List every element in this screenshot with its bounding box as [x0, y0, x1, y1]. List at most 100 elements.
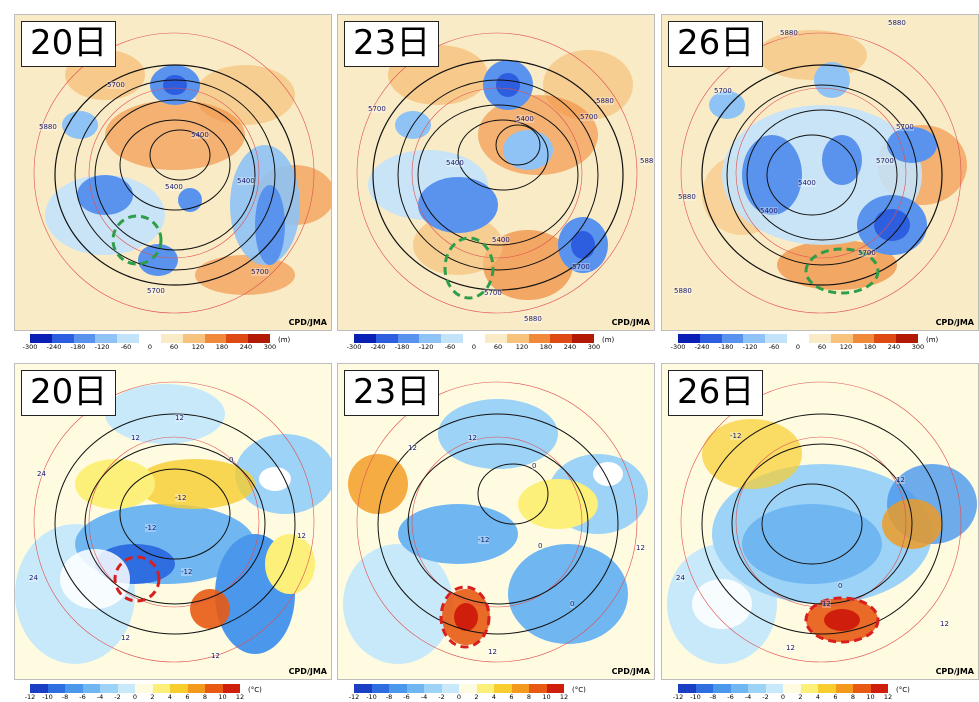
- colorbar-swatch: [73, 334, 96, 343]
- colorbar-swatch: [853, 684, 871, 693]
- contour-label: 0: [538, 542, 543, 550]
- colorbar-swatch: [30, 684, 48, 693]
- temperature-anomaly-field: [338, 364, 654, 679]
- colorbar-tick-label: -2: [438, 693, 445, 701]
- colorbar-swatch: [765, 684, 783, 693]
- colorbar-tick-label: 0: [780, 693, 786, 701]
- contour-label: 5700: [107, 81, 125, 89]
- colorbar-tick-label: -4: [96, 693, 104, 701]
- colorbar-tick-label: -12: [672, 693, 684, 701]
- colorbar-tick-label: -180: [70, 343, 86, 351]
- colorbar-tick-label: 240: [239, 343, 253, 351]
- colorbar-swatch: [160, 334, 183, 343]
- height-anomaly-map-day20: 20日 5700 5880 5400 5400 5400 5700 5700 C…: [14, 14, 332, 331]
- contour-label: 12: [896, 476, 905, 484]
- colorbar-tick-label: -300: [22, 343, 38, 351]
- colorbar-swatch: [511, 684, 529, 693]
- contour-label: 12: [488, 648, 497, 656]
- colorbar-swatch: [506, 334, 529, 343]
- colorbar-tick-label: 0: [456, 693, 462, 701]
- credit: CPD/JMA: [935, 667, 974, 676]
- colorbar-swatch: [713, 684, 731, 693]
- colorbar-swatch: [47, 684, 65, 693]
- contour-label: 12: [786, 644, 795, 652]
- colorbar-swatch: [65, 684, 83, 693]
- contour-label: 5400: [760, 207, 778, 215]
- contour-label: 12: [636, 544, 645, 552]
- colorbar-tick-label: 2: [150, 693, 155, 701]
- colorbar-swatch: [546, 684, 564, 693]
- colorbar-tick-label: 6: [509, 693, 514, 701]
- colorbar-tick-label: 2: [474, 693, 479, 701]
- colorbar-tick-label: 10: [866, 693, 875, 701]
- contour-label: -12: [175, 494, 187, 502]
- colorbar-tick-label: -240: [370, 343, 386, 351]
- colorbar-tick-label: -12: [24, 693, 36, 701]
- colorbar-tick-label: -120: [742, 343, 758, 351]
- colorbar-swatch: [896, 334, 918, 343]
- height-anomaly-field: [338, 15, 654, 330]
- height-anomaly-field: [15, 15, 331, 330]
- colorbar-swatch: [550, 334, 573, 343]
- colorbar-tick-label: 240: [563, 343, 577, 351]
- height-anomaly-colorbar: -300 -240 -180 -120 -60 0 60 120 180 240 300 (m): [347, 334, 634, 352]
- colorbar-tick-label: 8: [526, 693, 532, 701]
- temperature-anomaly-map-day23: 23日 12 12 0 -12 12 0 0 12 CPD/JMA: [337, 363, 655, 680]
- colorbar-swatch: [139, 334, 161, 343]
- contour-label: -12: [145, 524, 157, 532]
- colorbar-swatch: [835, 684, 853, 693]
- colorbar-swatch: [800, 684, 818, 693]
- colorbar-ticks: -12 -10 -8 -6 -4 -2 0 2 4 6 8 10 12: [25, 693, 244, 702]
- colorbar-swatch: [783, 684, 801, 693]
- credit: CPD/JMA: [935, 318, 974, 327]
- colorbar-tick-label: 12: [559, 693, 569, 701]
- colorbar-swatch: [743, 334, 766, 343]
- colorbar-swatch: [389, 684, 407, 693]
- height-anomaly-map-day23: 23日 5700 5400 5880 5400 5700 5400 5700 5…: [337, 14, 655, 331]
- colorbar-tick-label: -300: [670, 343, 686, 351]
- contour-label: 0: [570, 600, 575, 608]
- colorbar-swatches: [678, 334, 918, 343]
- colorbar-swatch: [808, 334, 831, 343]
- contour-label: 0: [532, 462, 537, 470]
- colorbar-ticks: -300 -240 -180 -120 -60 0 60 120 180 240 300: [671, 343, 925, 352]
- contour-label: 5400: [191, 131, 209, 139]
- colorbar-tick-label: 240: [887, 343, 901, 351]
- contour-label: 5400: [798, 179, 816, 187]
- colorbar-tick-label: -60: [444, 343, 456, 351]
- colorbar-tick-label: 60: [493, 343, 503, 351]
- contour-label: -12: [730, 432, 742, 440]
- day-label: 20日: [21, 21, 117, 67]
- colorbar-tick-label: 0: [132, 693, 138, 701]
- colorbar-tick-label: 6: [185, 693, 190, 701]
- colorbar-swatch: [222, 684, 240, 693]
- colorbar-tick-label: -8: [385, 693, 393, 701]
- colorbar-tick-label: -60: [768, 343, 780, 351]
- temperature-anomaly-map-day26: 26日 -12 0 12 12 24 12 12 CPD/JMA: [661, 363, 979, 680]
- colorbar-swatch: [226, 334, 249, 343]
- colorbar-swatch: [695, 684, 713, 693]
- colorbar-swatch: [397, 334, 420, 343]
- colorbar-tick-label: 60: [817, 343, 827, 351]
- colorbar-swatch: [830, 334, 853, 343]
- colorbar-swatch: [117, 334, 140, 343]
- colorbar-swatch: [721, 334, 744, 343]
- contour-label: 5400: [446, 159, 464, 167]
- height-anomaly-map-day26: 26日 5880 5880 5700 5700 5700 5400 5400 5…: [661, 14, 979, 331]
- colorbar-swatch: [484, 334, 507, 343]
- colorbar-tick-label: 0: [471, 343, 477, 351]
- contour-label: 24: [37, 470, 46, 478]
- colorbar-swatch: [30, 334, 52, 343]
- contour-label: 5700: [858, 249, 876, 257]
- contour-label: 5400: [492, 236, 510, 244]
- colorbar-tick-label: -300: [346, 343, 362, 351]
- colorbar-swatch: [135, 684, 153, 693]
- colorbar-swatches: [678, 684, 888, 693]
- contour-label: 5700: [251, 268, 269, 276]
- colorbar-swatch: [787, 334, 809, 343]
- colorbar-tick-label: -120: [418, 343, 434, 351]
- colorbar-tick-label: -6: [727, 693, 734, 701]
- colorbar-swatch: [748, 684, 766, 693]
- colorbar-tick-label: 12: [235, 693, 245, 701]
- colorbar-swatch: [170, 684, 188, 693]
